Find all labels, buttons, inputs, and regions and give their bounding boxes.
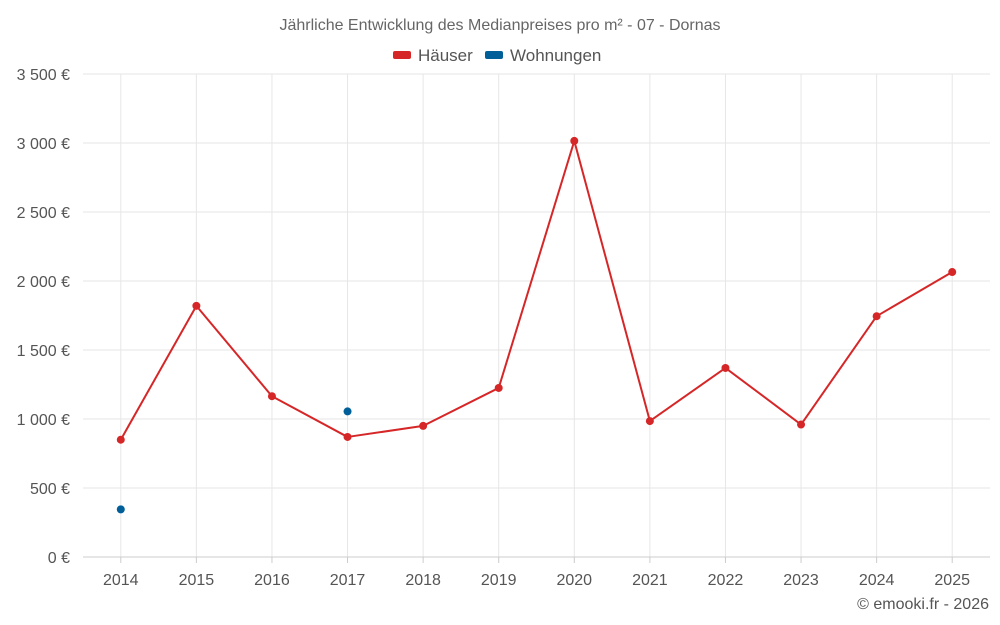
series-line-haeuser-segment — [346, 424, 425, 438]
data-point-haeuser-2016[interactable] — [267, 392, 276, 401]
x-tick-label: 2014 — [103, 572, 139, 589]
series-line-haeuser-segment — [270, 395, 349, 438]
y-tick-label: 1 000 € — [17, 412, 70, 429]
y-tick-label: 1 500 € — [17, 343, 70, 360]
x-tick-label: 2025 — [934, 572, 970, 589]
legend-swatch-haeuser[interactable] — [393, 51, 411, 59]
y-tick-label: 0 € — [48, 550, 70, 567]
y-tick-label: 500 € — [30, 481, 70, 498]
data-point-haeuser-2018[interactable] — [419, 421, 428, 430]
y-axis-ticks: 0 € 500 € 1 000 € 1 500 € 2 000 € 2 500 € 3 00… — [17, 67, 70, 567]
legend-label-haeuser[interactable]: Häuser — [418, 46, 473, 65]
data-point-haeuser-2014[interactable] — [116, 435, 125, 444]
x-tick-label: 2022 — [708, 572, 744, 589]
series-layer — [116, 136, 957, 514]
data-point-haeuser-2015[interactable] — [192, 301, 201, 310]
data-point-wohnungen-2014[interactable] — [116, 505, 125, 514]
data-point-wohnungen-2017[interactable] — [343, 407, 352, 416]
data-point-haeuser-2023[interactable] — [797, 420, 806, 429]
x-tick-label: 2024 — [859, 572, 895, 589]
x-tick-label: 2015 — [179, 572, 215, 589]
x-tick-label: 2021 — [632, 572, 668, 589]
series-line-haeuser-segment — [724, 366, 803, 426]
data-point-haeuser-2020[interactable] — [570, 136, 579, 145]
chart-title: Jährliche Entwicklung des Medianpreises … — [279, 17, 720, 34]
x-tick-label: 2019 — [481, 572, 517, 589]
x-tick-label: 2018 — [405, 572, 441, 589]
credit-text: © emooki.fr - 2026 — [857, 596, 989, 613]
x-tick-label: 2017 — [330, 572, 366, 589]
series-line-haeuser-segment — [497, 139, 576, 389]
data-point-haeuser-2021[interactable] — [645, 417, 654, 426]
legend-swatch-wohnungen[interactable] — [485, 51, 503, 59]
series-line-haeuser-segment — [119, 304, 198, 441]
series-line-haeuser-segment — [648, 366, 727, 423]
series-line-haeuser-segment — [875, 271, 954, 318]
legend-label-wohnungen[interactable]: Wohnungen — [510, 46, 601, 65]
x-tick-label: 2016 — [254, 572, 290, 589]
x-tick-label: 2020 — [556, 572, 592, 589]
x-axis-ticks: 2014 2015 2016 2017 2018 2019 2020 2021 2022 2023… — [103, 557, 970, 589]
y-tick-label: 2 500 € — [17, 205, 70, 222]
data-point-haeuser-2022[interactable] — [721, 363, 730, 372]
y-tick-label: 2 000 € — [17, 274, 70, 291]
series-line-haeuser-segment — [800, 315, 878, 426]
series-line-haeuser-segment — [422, 386, 500, 427]
y-tick-label: 3 500 € — [17, 67, 70, 84]
data-point-haeuser-2024[interactable] — [872, 312, 881, 321]
data-point-haeuser-2019[interactable] — [494, 383, 503, 392]
y-tick-label: 3 000 € — [17, 136, 70, 153]
x-tick-label: 2023 — [783, 572, 819, 589]
legend: Häuser Wohnungen — [393, 46, 601, 65]
gridlines — [83, 73, 990, 557]
data-point-haeuser-2017[interactable] — [343, 432, 352, 441]
series-line-haeuser-segment — [195, 304, 273, 398]
data-point-haeuser-2025[interactable] — [948, 268, 957, 277]
series-line-haeuser-segment — [573, 139, 651, 423]
